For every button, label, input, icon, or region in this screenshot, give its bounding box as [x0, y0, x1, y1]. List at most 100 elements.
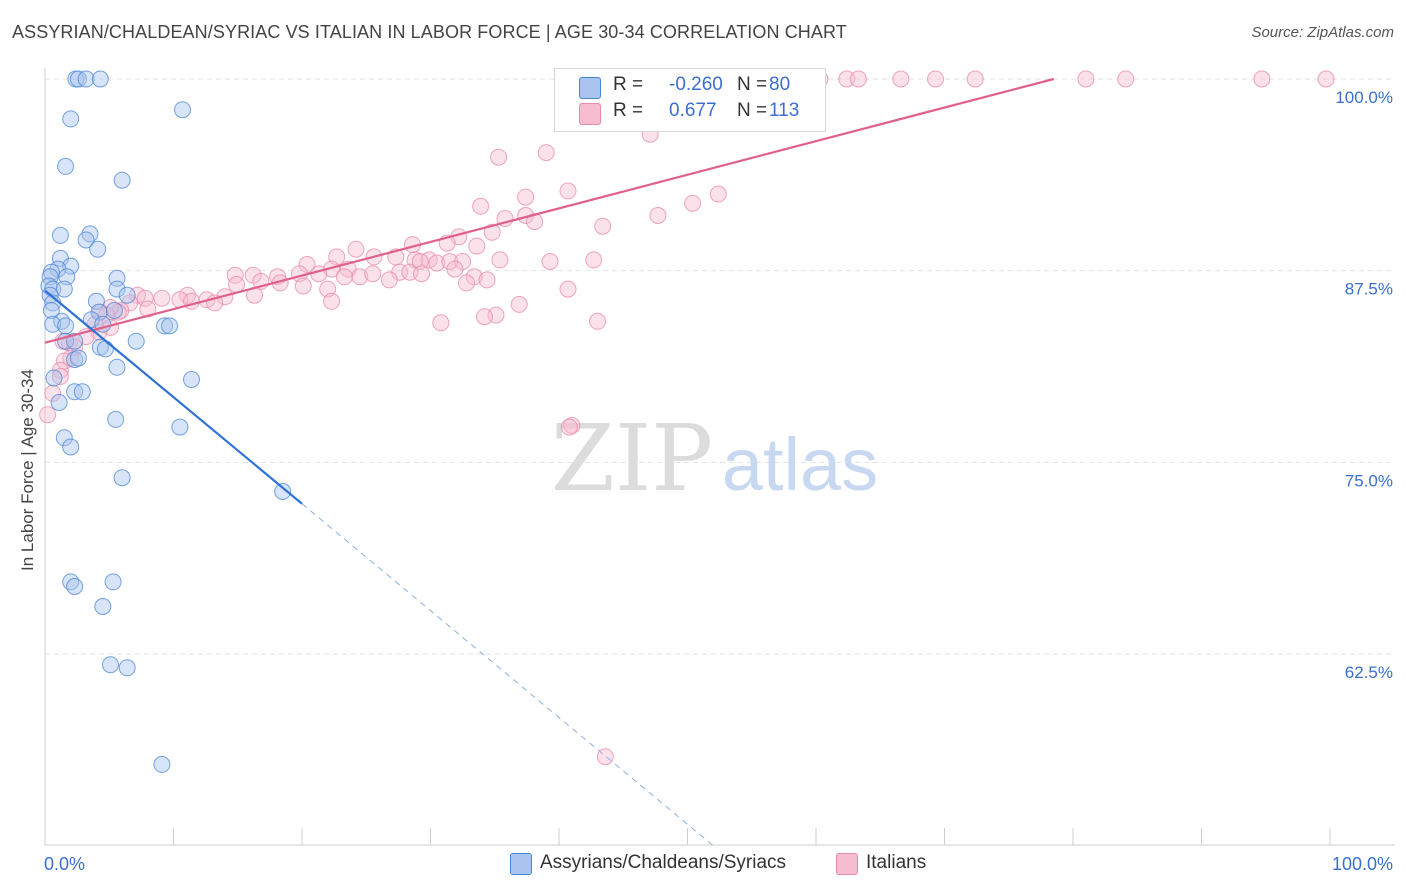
assyrians-trend-extension: [301, 503, 714, 847]
italians-point: [153, 289, 171, 307]
italians-point: [709, 185, 727, 203]
italians-point: [413, 265, 430, 283]
italians-point: [927, 70, 944, 88]
italians-point: [136, 289, 154, 307]
assyrians-point: [66, 332, 84, 350]
assyrians-point: [50, 394, 68, 411]
chart-title: ASSYRIAN/CHALDEAN/SYRIAC VS ITALIAN IN L…: [12, 22, 847, 42]
italians-point: [139, 300, 157, 318]
blue-swatch: [579, 77, 601, 99]
pink-swatch: [579, 103, 601, 125]
italians-point: [294, 277, 312, 295]
assyrians-point: [171, 418, 189, 436]
pink-swatch: [836, 853, 858, 875]
italians-point: [483, 223, 501, 241]
assyrians-point: [113, 171, 131, 189]
italians-point: [478, 271, 496, 289]
assyrians-point: [66, 578, 84, 595]
assyrians-point: [108, 280, 126, 298]
assyrians-point: [96, 340, 114, 358]
italians-point: [649, 207, 667, 224]
assyrians-point: [94, 598, 112, 615]
y-tick-label: 100.0%: [1335, 88, 1393, 107]
italians-point: [517, 188, 535, 206]
axes: [44, 68, 1395, 846]
legend-n-value: 80: [769, 74, 791, 95]
italians-trend-line: [44, 77, 1055, 344]
assyrians-point: [89, 240, 107, 258]
italians-points: [39, 70, 1335, 766]
tick-labels: 62.5% 75.0% 87.5% 100.0% 0.0% 100.0%: [44, 88, 1393, 874]
italians-point: [364, 265, 382, 283]
assyrians-point: [156, 317, 173, 335]
assyrians-point: [274, 483, 292, 500]
assyrians-point: [77, 70, 95, 88]
italians-point: [458, 274, 475, 292]
stats-legend: R = -0.260 N = 80 R = 0.677 N = 113: [554, 68, 826, 132]
watermark-atlas: atlas: [722, 423, 878, 506]
italians-point: [411, 253, 429, 270]
italians-point: [510, 295, 528, 313]
y-tick-label: 87.5%: [1345, 280, 1393, 299]
italians-point: [490, 148, 508, 166]
italians-point: [472, 197, 490, 215]
y-tick-label: 75.0%: [1345, 471, 1393, 490]
legend-r-value: -0.260: [669, 74, 723, 95]
assyrians-point: [57, 317, 75, 335]
italians-point: [560, 418, 578, 436]
x-tick-label-min: 0.0%: [44, 854, 85, 874]
italians-point: [351, 268, 369, 286]
italians-point: [51, 368, 69, 385]
assyrians-point: [73, 383, 91, 401]
assyrians-point: [113, 469, 131, 487]
legend-n-label: N =: [737, 74, 768, 95]
legend-label: Assyrians/Chaldeans/Syriacs: [540, 852, 787, 873]
italians-point: [468, 237, 486, 255]
assyrians-point: [57, 157, 75, 175]
italians-point: [66, 338, 84, 356]
assyrians-point: [118, 659, 136, 677]
assyrians-point: [77, 231, 95, 249]
italians-point: [541, 253, 559, 270]
assyrians-point: [44, 315, 62, 333]
legend-label: Italians: [866, 852, 927, 873]
assyrians-point: [55, 280, 73, 298]
italians-point: [585, 251, 603, 269]
italians-point: [559, 182, 577, 200]
assyrians-point: [174, 101, 191, 119]
assyrians-point: [87, 292, 105, 310]
assyrians-point: [62, 438, 80, 456]
trend-lines: [44, 77, 1055, 847]
watermark-zip: ZIP: [551, 405, 713, 512]
assyrians-point: [153, 755, 171, 773]
italians-point: [1317, 70, 1335, 88]
italians-point: [594, 217, 612, 235]
italians-point: [966, 70, 984, 88]
italians-point: [432, 314, 450, 332]
assyrians-point: [62, 110, 80, 128]
italians-point: [347, 240, 365, 258]
assyrians-point: [55, 429, 73, 447]
assyrians-point: [108, 358, 126, 376]
italians-point: [323, 292, 341, 310]
assyrians-point: [127, 332, 145, 350]
italians-point: [476, 308, 493, 326]
legend-n-label: N =: [737, 100, 768, 121]
source-credit: Source: ZipAtlas.com: [1251, 24, 1394, 41]
italians-point: [335, 268, 353, 286]
italians-point: [559, 280, 577, 298]
italians-point: [446, 260, 464, 278]
assyrians-point: [102, 656, 119, 674]
legend-r-label: R =: [613, 100, 644, 121]
italians-point: [537, 144, 555, 162]
legend-r-value: 0.677: [669, 100, 717, 121]
assyrians-point: [45, 369, 63, 387]
assyrians-point: [91, 70, 109, 88]
assyrians-point: [105, 302, 123, 319]
blue-swatch: [510, 853, 532, 875]
italians-point: [226, 266, 244, 284]
assyrians-point: [118, 286, 136, 304]
italians-point: [1077, 70, 1095, 88]
italians-point: [849, 70, 867, 88]
